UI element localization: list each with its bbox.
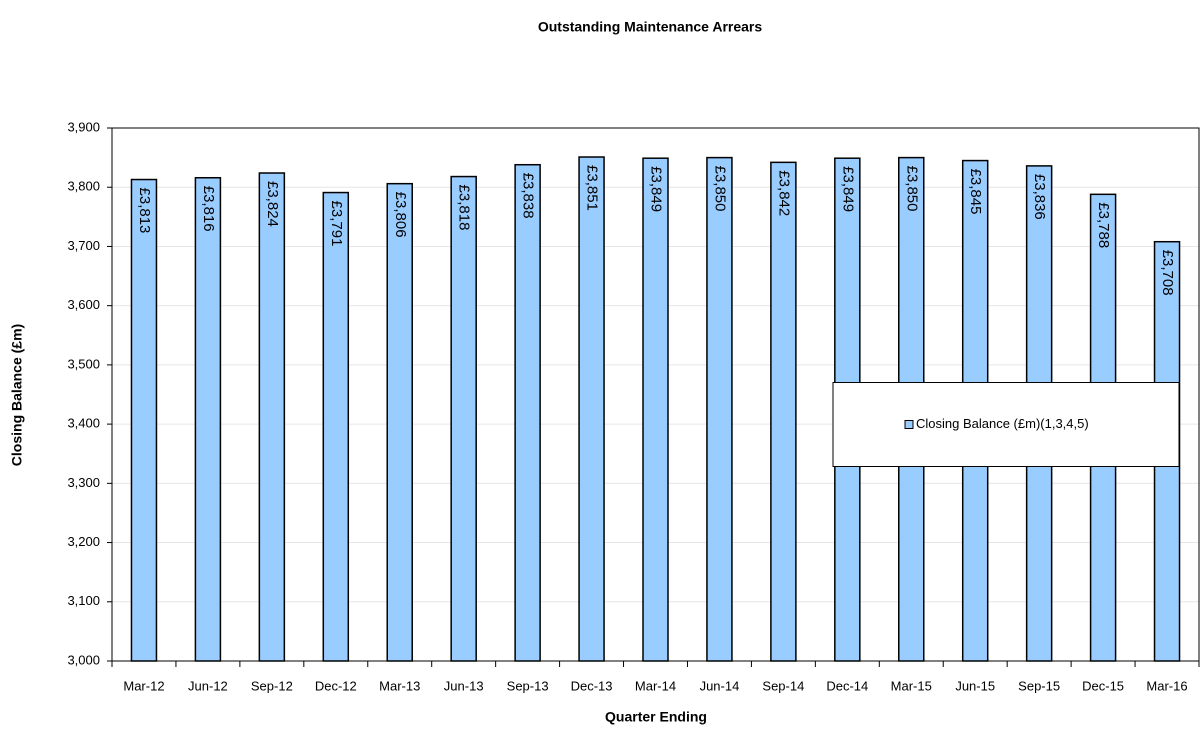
- value-label: £3,849: [648, 166, 665, 212]
- x-axis-title: Quarter Ending: [605, 709, 707, 725]
- bar: [770, 161, 797, 662]
- x-tick-label: Jun-12: [188, 678, 228, 693]
- legend-label: Closing Balance (£m)(1,3,4,5): [916, 416, 1089, 431]
- value-label: £3,842: [775, 170, 792, 216]
- y-tick-label: 3,500: [67, 356, 100, 371]
- legend-box: [832, 382, 1180, 467]
- y-axis-title: Closing Balance (£m): [9, 324, 25, 466]
- x-tick-label: Jun-14: [700, 678, 740, 693]
- x-tick-label: Mar-15: [891, 678, 932, 693]
- value-label: £3,851: [584, 165, 601, 211]
- x-tick-label: Dec-15: [1082, 678, 1124, 693]
- x-tick-label: Dec-12: [315, 678, 357, 693]
- y-tick-label: 3,200: [67, 534, 100, 549]
- bar: [130, 178, 158, 662]
- value-label: £3,816: [200, 186, 217, 232]
- value-label: £3,850: [711, 166, 728, 212]
- y-tick-label: 3,900: [67, 119, 100, 134]
- legend-swatch: [904, 420, 914, 429]
- bar: [706, 156, 733, 662]
- value-label: £3,708: [1159, 250, 1176, 296]
- bar: [514, 163, 541, 662]
- value-label: £3,849: [839, 166, 856, 212]
- x-tick-label: Sep-14: [762, 678, 804, 693]
- x-tick-label: Mar-12: [123, 678, 164, 693]
- bar: [386, 182, 413, 662]
- chart-title: Outstanding Maintenance Arrears: [538, 19, 763, 35]
- value-label: £3,838: [520, 173, 537, 219]
- value-label: £3,791: [328, 201, 345, 247]
- value-label: £3,824: [264, 181, 281, 227]
- bar: [194, 176, 222, 662]
- value-label: £3,836: [1031, 174, 1048, 220]
- y-tick-label: 3,000: [67, 652, 100, 667]
- y-tick-label: 3,100: [67, 593, 100, 608]
- bar: [450, 175, 477, 662]
- y-tick-label: 3,400: [67, 416, 100, 431]
- x-tick-label: Dec-14: [826, 678, 868, 693]
- bar: [642, 157, 669, 662]
- x-tick-label: Dec-13: [571, 678, 613, 693]
- value-label: £3,850: [903, 166, 920, 212]
- y-tick-label: 3,800: [67, 179, 100, 194]
- value-label: £3,818: [456, 185, 473, 231]
- x-tick-label: Mar-14: [635, 678, 676, 693]
- value-label: £3,845: [967, 169, 984, 215]
- value-label: £3,806: [392, 192, 409, 238]
- x-tick-label: Sep-12: [251, 678, 293, 693]
- value-label: £3,788: [1095, 202, 1112, 248]
- x-tick-label: Mar-13: [379, 678, 420, 693]
- y-tick-label: 3,700: [67, 238, 100, 253]
- bar: [258, 172, 286, 662]
- x-tick-label: Jun-15: [955, 678, 995, 693]
- x-tick-label: Jun-13: [444, 678, 484, 693]
- y-tick-label: 3,600: [67, 297, 100, 312]
- y-tick-label: 3,300: [67, 475, 100, 490]
- value-label: £3,813: [136, 188, 153, 234]
- x-tick-label: Sep-15: [1018, 678, 1060, 693]
- x-tick-label: Mar-16: [1146, 678, 1187, 693]
- bar: [322, 191, 350, 662]
- bar: [578, 156, 605, 662]
- x-tick-label: Sep-13: [507, 678, 549, 693]
